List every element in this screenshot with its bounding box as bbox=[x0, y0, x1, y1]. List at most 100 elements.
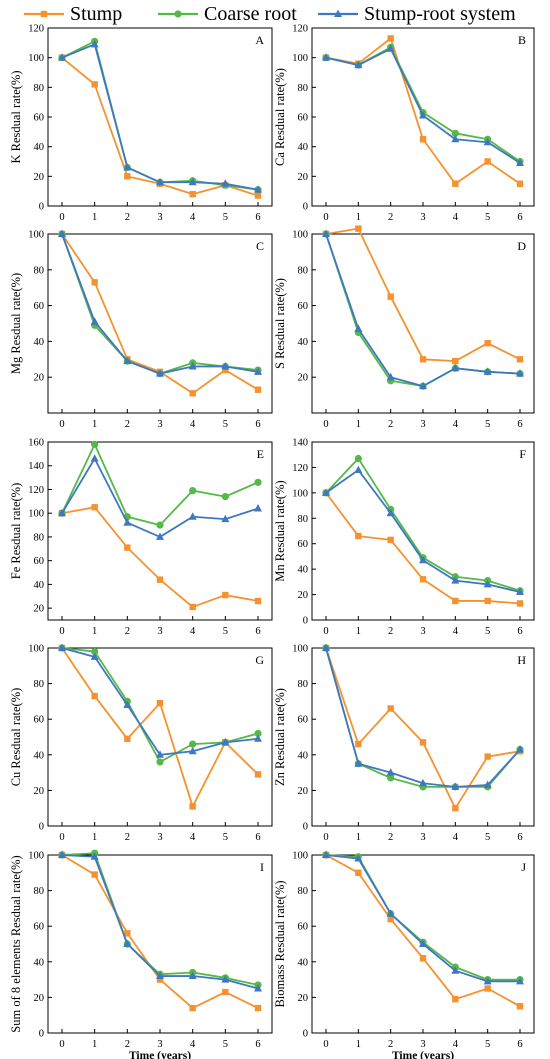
data-point-coarse-root bbox=[189, 740, 197, 748]
panel-letter: G bbox=[255, 653, 264, 667]
y-tick-label: 40 bbox=[34, 957, 45, 968]
y-tick-label: 60 bbox=[34, 556, 45, 567]
plot-frame bbox=[47, 647, 273, 827]
data-point-stump bbox=[355, 740, 362, 748]
x-tick-label: 1 bbox=[92, 626, 97, 637]
y-tick-label: 60 bbox=[298, 539, 309, 550]
data-point-stump-root-system bbox=[516, 976, 524, 985]
series-line-coarse-root bbox=[325, 457, 521, 592]
data-point-stump-root-system bbox=[188, 512, 197, 520]
y-tick-label: 20 bbox=[298, 172, 309, 183]
data-point-stump-root-system bbox=[419, 555, 427, 564]
panel-b: 0 20 40 60 80 100 120 0 1 2 3 4 5 6 B Ca Resdual rate(%… bbox=[273, 24, 535, 223]
x-tick-label: 2 bbox=[388, 832, 393, 843]
y-axis-label: Fe Resdual rate(%) bbox=[9, 483, 23, 580]
data-point-stump bbox=[419, 739, 427, 746]
data-point-stump bbox=[452, 597, 459, 605]
x-tick-label: 6 bbox=[255, 1039, 260, 1050]
x-tick-label: 3 bbox=[157, 1039, 162, 1050]
data-point-stump bbox=[91, 871, 98, 878]
data-point-stump bbox=[91, 279, 98, 286]
x-tick-label: 1 bbox=[92, 419, 97, 430]
panel-c: 20 40 60 80 100 0 1 2 3 4 5 6 C Mg Resdual rate(%) bbox=[9, 230, 273, 430]
data-point-stump-root-system bbox=[123, 356, 132, 365]
y-tick-label: 80 bbox=[298, 265, 309, 276]
y-tick-label: 60 bbox=[34, 922, 45, 933]
y-tick-label: 40 bbox=[298, 750, 309, 761]
x-tick-label: 2 bbox=[125, 419, 130, 430]
x-tick-label: 3 bbox=[157, 212, 162, 223]
data-point-stump-root-system bbox=[156, 369, 164, 377]
series-line-stump bbox=[61, 854, 259, 1009]
y-tick-label: 100 bbox=[28, 644, 44, 655]
data-point-stump bbox=[516, 600, 524, 607]
y-tick-label: 20 bbox=[298, 993, 309, 1004]
data-point-stump-root-system bbox=[386, 768, 395, 776]
series-line-stump-root-system bbox=[325, 854, 520, 983]
data-point-stump bbox=[484, 158, 491, 165]
data-point-stump-root-system bbox=[451, 782, 460, 790]
panel-f: 0 20 40 60 80 100 120 140 0 1 2 3 4 5 6 F Mn Resdual rat… bbox=[273, 438, 535, 637]
plot-frame bbox=[47, 441, 273, 621]
data-point-stump-root-system bbox=[451, 134, 460, 143]
x-tick-label: 5 bbox=[485, 419, 490, 430]
y-tick-label: 0 bbox=[39, 202, 44, 213]
plot-frame bbox=[311, 441, 535, 621]
data-point-stump-root-system bbox=[483, 367, 492, 375]
x-tick-label: 4 bbox=[190, 626, 196, 637]
data-point-stump bbox=[91, 504, 98, 511]
x-tick-label: 4 bbox=[453, 1039, 459, 1050]
y-tick-label: 20 bbox=[34, 604, 45, 615]
data-point-stump bbox=[189, 390, 196, 397]
data-point-stump-root-system bbox=[419, 778, 427, 787]
data-point-coarse-root bbox=[156, 758, 164, 766]
legend-label-stump-root-system: Stump-root system bbox=[364, 3, 516, 25]
series-line-coarse-root bbox=[61, 40, 259, 191]
x-tick-label: 2 bbox=[388, 419, 393, 430]
y-tick-label: 20 bbox=[34, 993, 45, 1004]
y-tick-label: 40 bbox=[298, 337, 309, 348]
data-point-stump bbox=[91, 692, 98, 700]
x-tick-label: 4 bbox=[453, 832, 459, 843]
legend-marker-stump bbox=[40, 10, 48, 18]
x-axis-label: Time (years) bbox=[129, 1050, 191, 1059]
data-point-stump bbox=[189, 803, 196, 810]
data-point-stump-root-system bbox=[156, 177, 164, 186]
data-point-stump-root-system bbox=[123, 700, 132, 708]
x-tick-label: 1 bbox=[356, 1039, 361, 1050]
y-axis-label: K Resdual rate(%) bbox=[9, 70, 23, 163]
x-tick-label: 4 bbox=[453, 212, 459, 223]
x-tick-label: 5 bbox=[223, 832, 228, 843]
x-tick-label: 1 bbox=[356, 626, 361, 637]
x-tick-label: 0 bbox=[323, 212, 328, 223]
x-tick-label: 2 bbox=[388, 212, 393, 223]
data-point-stump-root-system bbox=[516, 369, 524, 377]
x-tick-label: 1 bbox=[356, 832, 361, 843]
x-tick-label: 0 bbox=[59, 419, 64, 430]
data-point-stump-root-system bbox=[188, 177, 197, 186]
x-tick-label: 2 bbox=[388, 1039, 393, 1050]
y-tick-label: 40 bbox=[34, 580, 45, 591]
x-tick-label: 5 bbox=[485, 212, 490, 223]
y-axis-label: Cu Resdual rate(%) bbox=[9, 688, 23, 787]
data-point-stump bbox=[189, 603, 196, 611]
y-tick-label: 60 bbox=[298, 715, 309, 726]
plot-frame bbox=[47, 854, 273, 1034]
y-tick-label: 40 bbox=[298, 142, 309, 153]
y-tick-label: 100 bbox=[28, 851, 44, 862]
data-point-stump-root-system bbox=[419, 939, 427, 947]
data-point-stump bbox=[254, 386, 262, 393]
data-point-stump bbox=[156, 699, 164, 707]
data-point-stump bbox=[189, 190, 196, 198]
data-point-stump bbox=[124, 930, 131, 937]
legend-swatch-coarse-root bbox=[158, 10, 198, 18]
data-point-coarse-root bbox=[91, 440, 99, 448]
series-line-stump-root-system bbox=[325, 233, 521, 388]
data-point-stump bbox=[484, 753, 491, 760]
y-tick-label: 20 bbox=[298, 590, 309, 601]
data-point-stump-root-system bbox=[483, 580, 492, 588]
series-line-coarse-root bbox=[61, 443, 259, 526]
y-tick-label: 0 bbox=[303, 1029, 308, 1040]
data-point-stump-root-system bbox=[58, 643, 66, 651]
data-point-stump bbox=[387, 705, 394, 712]
